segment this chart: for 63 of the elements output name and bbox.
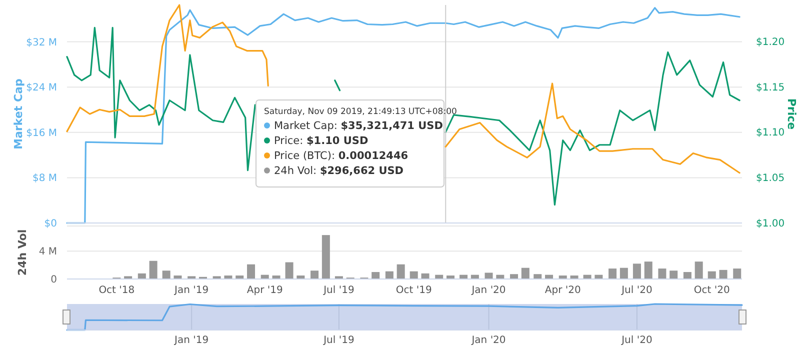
bar [162, 270, 170, 279]
x-tick-label: Oct '19 [396, 285, 432, 296]
bar [372, 272, 380, 279]
y-tick-label: 0 [50, 274, 57, 286]
annotation: Price: $1.10 USD [274, 135, 368, 147]
y-tick-label: $16 M [26, 128, 57, 139]
bar [644, 262, 652, 279]
bar [534, 274, 542, 279]
bar [733, 268, 742, 279]
x-tick-label: Jan '20 [470, 335, 506, 346]
x-tick-label: Jan '19 [174, 335, 209, 346]
bar [719, 270, 728, 279]
bar [608, 268, 617, 279]
bar [310, 270, 319, 279]
x-tick-label: Jul '19 [322, 285, 354, 296]
y-tick-label: $24 M [26, 82, 57, 94]
x-tick-label: Jul '20 [620, 335, 652, 346]
x-tick-label: Jul '19 [322, 335, 354, 346]
y2-tick-label: $1.05 [756, 173, 785, 184]
x-tick-label: Jul '20 [620, 285, 652, 296]
bar [670, 270, 678, 279]
bar [708, 271, 716, 279]
annotation: Market Cap: $35,321,471 USD [274, 120, 444, 132]
y-axis-title: Market Cap [12, 78, 25, 150]
y2-tick-label: $1.00 [756, 218, 785, 230]
bar [484, 272, 493, 279]
bar [410, 271, 418, 279]
bar [510, 274, 518, 279]
bar [632, 264, 641, 279]
y2-tick-label: $1.15 [756, 82, 785, 94]
y2-axis-title: Price [785, 98, 798, 130]
x-tick-label: Apr '20 [544, 285, 581, 296]
bar [620, 268, 628, 279]
y2-tick-label: $1.20 [756, 36, 785, 48]
bar [694, 262, 703, 279]
y2-tick-label: $1.10 [756, 128, 785, 139]
bar [658, 268, 666, 279]
y-tick-label: $0 [44, 218, 57, 230]
bar [188, 276, 196, 279]
bar [212, 276, 221, 279]
bar [396, 264, 405, 279]
y-tick-label: 4 M [38, 246, 57, 258]
bar [124, 276, 132, 279]
bar [683, 272, 692, 279]
annotation: Price (BTC): 0.00012446 [274, 150, 408, 162]
bar [334, 276, 343, 279]
bar [149, 260, 158, 279]
annotation: 24h Vol: $296,662 USD [274, 165, 404, 177]
x-tick-label: Oct '20 [694, 285, 730, 296]
x-tick-label: Jan '19 [174, 285, 209, 296]
bar [322, 235, 330, 279]
bar [247, 264, 256, 279]
bar [521, 268, 530, 279]
x-tick-label: Apr '19 [246, 285, 283, 296]
x-tick-label: Jan '20 [470, 285, 506, 296]
line-series [66, 7, 740, 224]
y-axis-title: 24h Vol [16, 229, 29, 276]
bar [385, 271, 394, 279]
annotation: Saturday, Nov 09 2019, 21:49:13 UTC+08:00 [264, 107, 457, 117]
x-tick-label: Oct '18 [98, 285, 135, 296]
y-tick-label: $8 M [32, 173, 57, 184]
bar [285, 262, 294, 279]
y-tick-label: $32 M [26, 37, 57, 48]
